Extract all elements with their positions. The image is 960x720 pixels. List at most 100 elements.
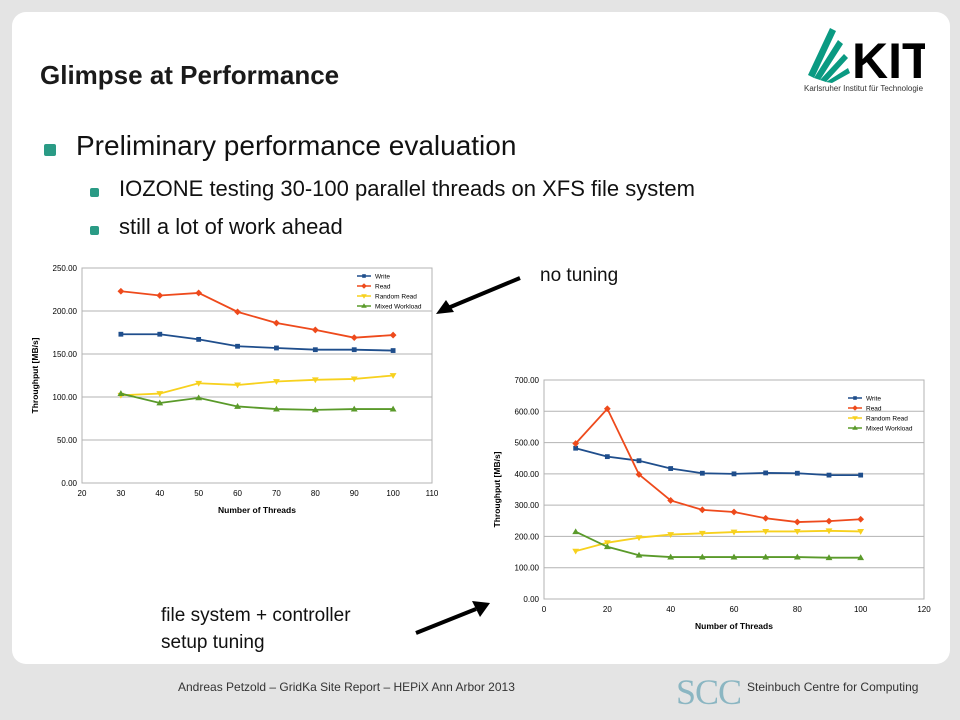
data-point	[730, 508, 738, 516]
series-line	[575, 530, 861, 559]
bullet-main-text: Preliminary performance evaluation	[76, 130, 517, 161]
y-tick-label: 0.00	[61, 479, 77, 488]
data-point	[853, 396, 857, 400]
data-point	[635, 535, 643, 542]
data-point	[794, 470, 800, 476]
data-point	[273, 319, 280, 327]
data-point	[389, 405, 397, 412]
data-point	[762, 514, 770, 522]
series-line	[575, 407, 861, 523]
bullet-square-icon	[44, 144, 56, 156]
data-point	[390, 348, 396, 353]
y-tick-label: 300.00	[515, 501, 540, 510]
data-point	[852, 416, 858, 421]
x-tick-label: 50	[194, 489, 203, 498]
series-write	[118, 331, 396, 353]
data-point	[156, 399, 164, 406]
legend-label: Mixed Workload	[866, 426, 913, 433]
data-point	[668, 466, 674, 471]
series-line	[120, 333, 394, 352]
arrow-icon	[436, 276, 521, 314]
legend-label: Mixed Workload	[375, 304, 422, 311]
data-point	[362, 274, 366, 278]
y-tick-label: 400.00	[515, 470, 540, 479]
bullet-sub-1: IOZONE testing 30-100 parallel threads o…	[90, 176, 695, 202]
x-tick-label: 60	[233, 489, 242, 498]
x-tick-label: 0	[542, 605, 547, 614]
data-point	[196, 336, 202, 342]
x-tick-label: 20	[78, 489, 87, 498]
data-point	[762, 553, 770, 560]
data-point	[234, 308, 241, 316]
data-point	[793, 529, 801, 535]
data-point	[312, 347, 318, 353]
data-point	[763, 470, 769, 476]
footer-presenter: Andreas Petzold – GridKa Site Report – H…	[178, 680, 515, 694]
x-tick-label: 110	[426, 489, 439, 498]
x-tick-label: 20	[603, 605, 612, 614]
data-point	[699, 470, 705, 476]
y-tick-label: 0.00	[523, 595, 539, 604]
data-point	[573, 445, 579, 451]
y-tick-label: 50.00	[57, 436, 78, 445]
data-point	[572, 440, 580, 447]
scc-logo: SCC	[676, 672, 742, 712]
data-point	[311, 377, 319, 384]
series-mixed-workload	[117, 390, 397, 413]
data-point	[603, 540, 611, 547]
y-tick-label: 100.00	[515, 564, 540, 573]
data-point	[604, 454, 610, 460]
y-tick-label: 200.00	[53, 307, 78, 316]
x-tick-label: 100	[854, 605, 868, 614]
data-point	[361, 303, 367, 308]
data-point	[350, 334, 358, 342]
data-point	[667, 553, 675, 560]
x-tick-label: 80	[793, 605, 802, 614]
data-point	[351, 347, 357, 353]
x-tick-label: 60	[730, 605, 739, 614]
annotation-no-tuning: no tuning	[540, 265, 619, 286]
data-point	[273, 405, 280, 412]
data-point	[118, 331, 124, 337]
data-point	[234, 382, 241, 389]
legend-label: Random Read	[866, 416, 908, 423]
legend-label: Random Read	[375, 294, 417, 301]
footer-organization: Steinbuch Centre for Computing	[747, 680, 919, 694]
data-point	[825, 528, 833, 535]
series-line	[120, 374, 394, 397]
kit-logo: KIT	[808, 28, 925, 89]
y-axis-label: Throughput [MB/s]	[492, 451, 502, 527]
data-point	[117, 390, 125, 396]
data-point	[857, 529, 865, 535]
x-tick-label: 40	[666, 605, 675, 614]
data-point	[350, 376, 358, 383]
series-line	[575, 447, 861, 477]
y-axis-label: Throughput [MB/s]	[30, 337, 40, 413]
kit-logo-text: KIT	[852, 33, 925, 89]
data-point	[389, 373, 397, 379]
data-point	[572, 548, 580, 555]
series-line	[120, 392, 394, 411]
x-tick-label: 100	[386, 489, 400, 498]
data-point	[636, 458, 642, 464]
y-tick-label: 100.00	[53, 393, 78, 402]
series-line	[120, 290, 394, 339]
data-point	[156, 391, 164, 397]
data-point	[826, 472, 832, 478]
data-point	[731, 471, 737, 477]
series-random-read	[572, 528, 865, 555]
x-tick-label: 90	[350, 489, 359, 498]
y-tick-label: 500.00	[515, 439, 540, 448]
series-read	[117, 287, 397, 342]
data-point	[698, 530, 706, 537]
x-tick-label: 70	[272, 489, 281, 498]
bullet-main: Preliminary performance evaluation	[44, 130, 516, 162]
data-point	[157, 331, 163, 337]
data-point	[389, 331, 397, 339]
data-point	[857, 515, 865, 523]
kit-logo-caption: Karlsruher Institut für Technologie	[804, 84, 924, 93]
data-point	[635, 551, 643, 558]
data-point	[572, 528, 580, 535]
bullet-sub-2: still a lot of work ahead	[90, 214, 343, 240]
plot-area	[543, 379, 925, 600]
